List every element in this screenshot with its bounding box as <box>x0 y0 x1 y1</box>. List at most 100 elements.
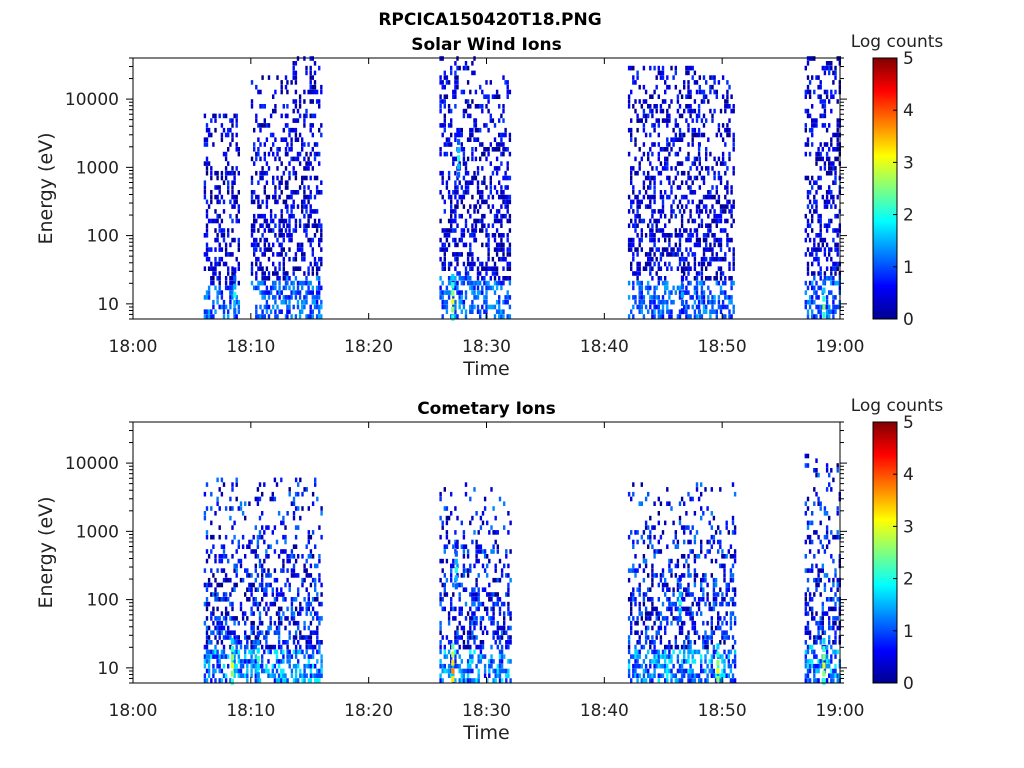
spectrogram-cell <box>687 290 690 295</box>
spectrogram-cell <box>259 175 262 181</box>
spectrogram-cell <box>689 673 692 678</box>
colorbar-tick-label: 5 <box>903 49 914 69</box>
spectrogram-cell <box>630 137 633 142</box>
spectrogram-cell <box>210 592 213 597</box>
spectrogram-cell <box>235 477 238 483</box>
spectrogram-cell <box>318 290 321 295</box>
spectrogram-cell <box>311 314 314 319</box>
spectrogram-cell <box>834 280 837 286</box>
spectrogram-cell <box>649 515 652 521</box>
spectrogram-cell <box>494 668 497 674</box>
spectrogram-cell <box>318 127 321 133</box>
spectrogram-cell <box>241 577 245 583</box>
spectrogram-cell <box>311 271 314 276</box>
spectrogram-cell <box>227 271 230 276</box>
spectrogram-cell <box>498 611 502 616</box>
spectrogram-cell <box>297 640 300 645</box>
spectrogram-cell <box>212 663 215 669</box>
spectrogram-cell <box>487 151 490 157</box>
spectrogram-cell <box>288 213 291 219</box>
spectrogram-cell <box>222 544 226 549</box>
spectrogram-cell <box>280 649 283 655</box>
spectrogram-cell <box>233 659 236 664</box>
spectrogram-cell <box>693 299 697 305</box>
spectrogram-cell <box>460 199 463 205</box>
spectrogram-cell <box>806 89 810 95</box>
spectrogram-cell <box>307 678 310 683</box>
spectrogram-cell <box>627 94 631 99</box>
spectrogram-cell <box>647 223 650 228</box>
spectrogram-cell <box>678 663 682 669</box>
spectrogram-cell <box>318 161 321 166</box>
spectrogram-cell <box>700 544 703 549</box>
spectrogram-cell <box>267 166 271 171</box>
spectrogram-cell <box>674 678 677 683</box>
spectrogram-cell <box>825 156 829 162</box>
spectrogram-cell <box>307 285 310 291</box>
spectrogram-cell <box>505 678 508 683</box>
spectrogram-cell <box>486 678 489 683</box>
spectrogram-cell <box>471 630 474 635</box>
spectrogram-cell <box>819 309 822 314</box>
spectrogram-cell <box>229 127 232 133</box>
spectrogram-cell <box>233 649 236 655</box>
spectrogram-cell <box>730 280 733 286</box>
spectrogram-cell <box>462 304 466 310</box>
spectrogram-cell <box>286 654 289 659</box>
spectrogram-cell <box>220 582 224 588</box>
spectrogram-cell <box>282 520 285 526</box>
spectrogram-cell <box>298 266 302 271</box>
spectrogram-cell <box>320 132 323 138</box>
spectrogram-cell <box>282 640 285 645</box>
spectrogram-cell <box>256 668 260 674</box>
spectrogram-cell <box>666 678 669 683</box>
spectrogram-cell <box>489 118 492 123</box>
spectrogram-cell <box>280 659 283 664</box>
spectrogram-cell <box>288 654 291 659</box>
spectrogram-cell <box>475 511 478 516</box>
spectrogram-cell <box>284 280 288 286</box>
spectrogram-cell <box>485 104 488 109</box>
spectrogram-cell <box>212 142 215 147</box>
spectrogram-cell <box>229 635 232 640</box>
spectrogram-cell <box>214 194 217 200</box>
spectrogram-cell <box>443 247 446 252</box>
spectrogram-cell <box>214 668 217 674</box>
spectrogram-cell <box>834 147 837 152</box>
spectrogram-cell <box>284 75 288 80</box>
spectrogram-cell <box>220 304 224 310</box>
spectrogram-cell <box>214 577 217 583</box>
spectrogram-cell <box>256 573 260 578</box>
spectrogram-cell <box>689 539 692 545</box>
spectrogram-cell <box>495 247 499 252</box>
spectrogram-cell <box>487 242 490 248</box>
spectrogram-cell <box>441 558 444 564</box>
spectrogram-cell <box>233 587 236 592</box>
spectrogram-cell <box>466 630 470 635</box>
spectrogram-cell <box>246 616 249 621</box>
spectrogram-cell <box>823 276 827 281</box>
spectrogram-cell <box>288 276 291 281</box>
spectrogram-cell <box>498 94 501 99</box>
spectrogram-cell <box>313 256 317 262</box>
spectrogram-cell <box>808 80 812 85</box>
spectrogram-cell <box>203 620 207 626</box>
spectrogram-cell <box>473 70 476 76</box>
spectrogram-cell <box>664 520 667 526</box>
spectrogram-cell <box>255 113 258 119</box>
spectrogram-cell <box>311 84 314 90</box>
spectrogram-cell <box>257 199 260 205</box>
spectrogram-cell <box>715 252 718 257</box>
spectrogram-cell <box>290 137 293 142</box>
spectrogram-peak-cell <box>233 283 237 290</box>
spectrogram-cell <box>265 276 269 281</box>
spectrogram-cell <box>640 285 643 291</box>
spectrogram-cell <box>498 295 501 300</box>
spectrogram-cell <box>456 75 459 80</box>
spectrogram-cell <box>318 190 321 195</box>
spectrogram-cell <box>443 592 446 597</box>
spectrogram-cell <box>282 611 285 616</box>
spectrogram-cell <box>297 506 300 511</box>
spectrogram-cell <box>498 496 502 502</box>
spectrogram-cell <box>721 563 724 569</box>
